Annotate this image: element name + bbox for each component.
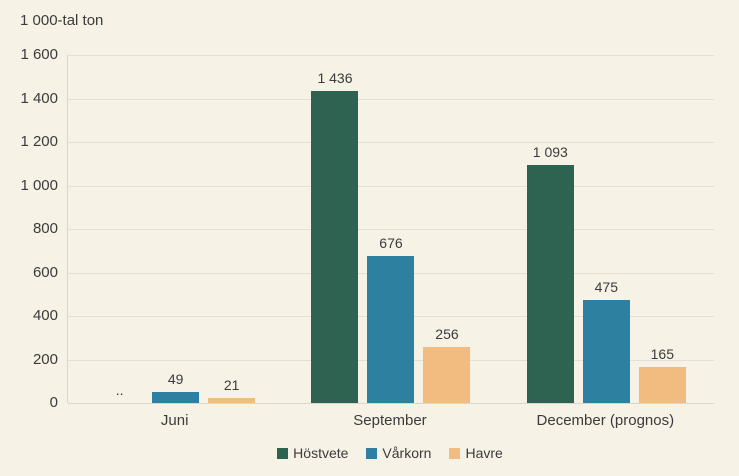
gridline-0 <box>68 403 714 404</box>
legend-item-vårkorn: Vårkorn <box>366 445 431 461</box>
bar-value-label: 256 <box>435 326 459 343</box>
bar-group-juni: .. 49 21 <box>68 55 283 403</box>
bar-slot-juni-havre: 21 <box>208 55 256 403</box>
gridline-1200 <box>68 142 714 143</box>
bar-groups: .. 49 21 1 436 676 256 1 093 475 165 <box>68 55 714 403</box>
legend-swatch-icon <box>449 447 461 459</box>
y-tick-label-1000: 1 000 <box>20 176 58 194</box>
missing-value-marker: .. <box>115 382 124 398</box>
legend-swatch-icon <box>366 447 378 459</box>
bar-december-prognos-havre <box>638 367 686 403</box>
gridline-1000 <box>68 185 714 187</box>
legend-swatch-icon <box>277 447 289 459</box>
x-axis-labels: Juni September December (prognos) <box>67 412 713 429</box>
x-axis-label-juni: Juni <box>160 412 189 429</box>
bar-value-label: 1 093 <box>532 144 568 161</box>
bar-group-september: 1 436 676 256 <box>283 55 498 403</box>
legend: Höstvete Vårkorn Havre <box>67 445 713 461</box>
bar-slot-december-prognos-höstvete: 1 093 <box>526 55 574 403</box>
bar-slot-december-prognos-vårkorn: 475 <box>582 55 630 403</box>
bar-slot-september-höstvete: 1 436 <box>311 55 359 403</box>
bar-slot-juni-vårkorn: 49 <box>152 55 200 403</box>
bar-december-prognos-höstvete <box>526 165 574 403</box>
y-tick-label-0: 0 <box>49 394 58 411</box>
legend-label: Höstvete <box>293 445 349 461</box>
y-tick-label-600: 600 <box>32 263 58 281</box>
x-axis-label-december-prognos: December (prognos) <box>536 412 675 429</box>
bar-value-label: 49 <box>167 371 184 388</box>
chart-title: 1 000-tal ton <box>20 12 104 29</box>
y-tick-label-200: 200 <box>32 350 58 368</box>
bar-slot-september-vårkorn: 676 <box>367 55 415 403</box>
y-tick-label-1200: 1 200 <box>20 133 58 150</box>
bar-value-label: 1 436 <box>317 69 353 86</box>
gridline-1400 <box>68 98 714 100</box>
bar-december-prognos-vårkorn <box>582 299 630 403</box>
bar-value-label: 676 <box>379 235 403 251</box>
bar-slot-december-prognos-havre: 165 <box>638 55 686 403</box>
gridline-1600 <box>68 55 714 56</box>
y-tick-label-400: 400 <box>32 307 58 324</box>
y-tick-label-1600: 1 600 <box>20 46 58 63</box>
bar-juni-havre <box>208 398 256 403</box>
bar-slot-juni-höstvete: .. <box>96 55 143 403</box>
bar-september-vårkorn <box>367 256 415 403</box>
bar-slot-september-havre: 256 <box>423 55 471 403</box>
bar-september-havre <box>423 347 471 403</box>
y-tick-label-1400: 1 400 <box>20 89 58 107</box>
bar-juni-vårkorn <box>152 392 200 403</box>
legend-label: Vårkorn <box>382 445 432 461</box>
bar-value-label: 165 <box>650 346 674 363</box>
gridline-800 <box>68 229 714 230</box>
plot-area: .. 49 21 1 436 676 256 1 093 475 165 <box>67 55 714 404</box>
legend-label: Havre <box>465 445 503 461</box>
bar-value-label: 21 <box>223 377 240 394</box>
legend-item-havre: Havre <box>449 445 503 461</box>
bar-group-december-prognos: 1 093 475 165 <box>499 55 714 403</box>
bar-september-höstvete <box>311 90 359 403</box>
legend-item-höstvete: Höstvete <box>277 445 348 461</box>
bar-value-label: 475 <box>594 278 618 295</box>
y-tick-label-800: 800 <box>32 220 58 237</box>
x-axis-label-september: September <box>353 412 427 429</box>
